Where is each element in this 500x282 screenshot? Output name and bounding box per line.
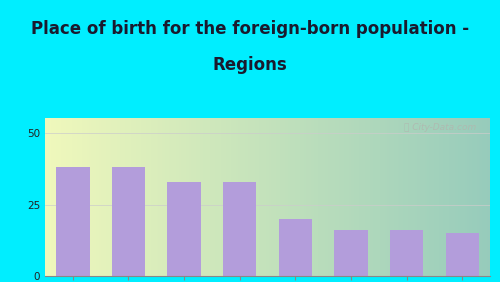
Bar [334, 230, 368, 276]
Bar [390, 230, 423, 276]
Bar [278, 219, 312, 276]
Text: Place of birth for the foreign-born population -: Place of birth for the foreign-born popu… [31, 20, 469, 38]
Bar [56, 167, 90, 276]
Bar [112, 167, 145, 276]
Bar [446, 233, 479, 276]
Bar [223, 182, 256, 276]
Text: ⓘ City-Data.com: ⓘ City-Data.com [404, 123, 476, 132]
Bar [168, 182, 201, 276]
Text: Regions: Regions [212, 56, 288, 74]
